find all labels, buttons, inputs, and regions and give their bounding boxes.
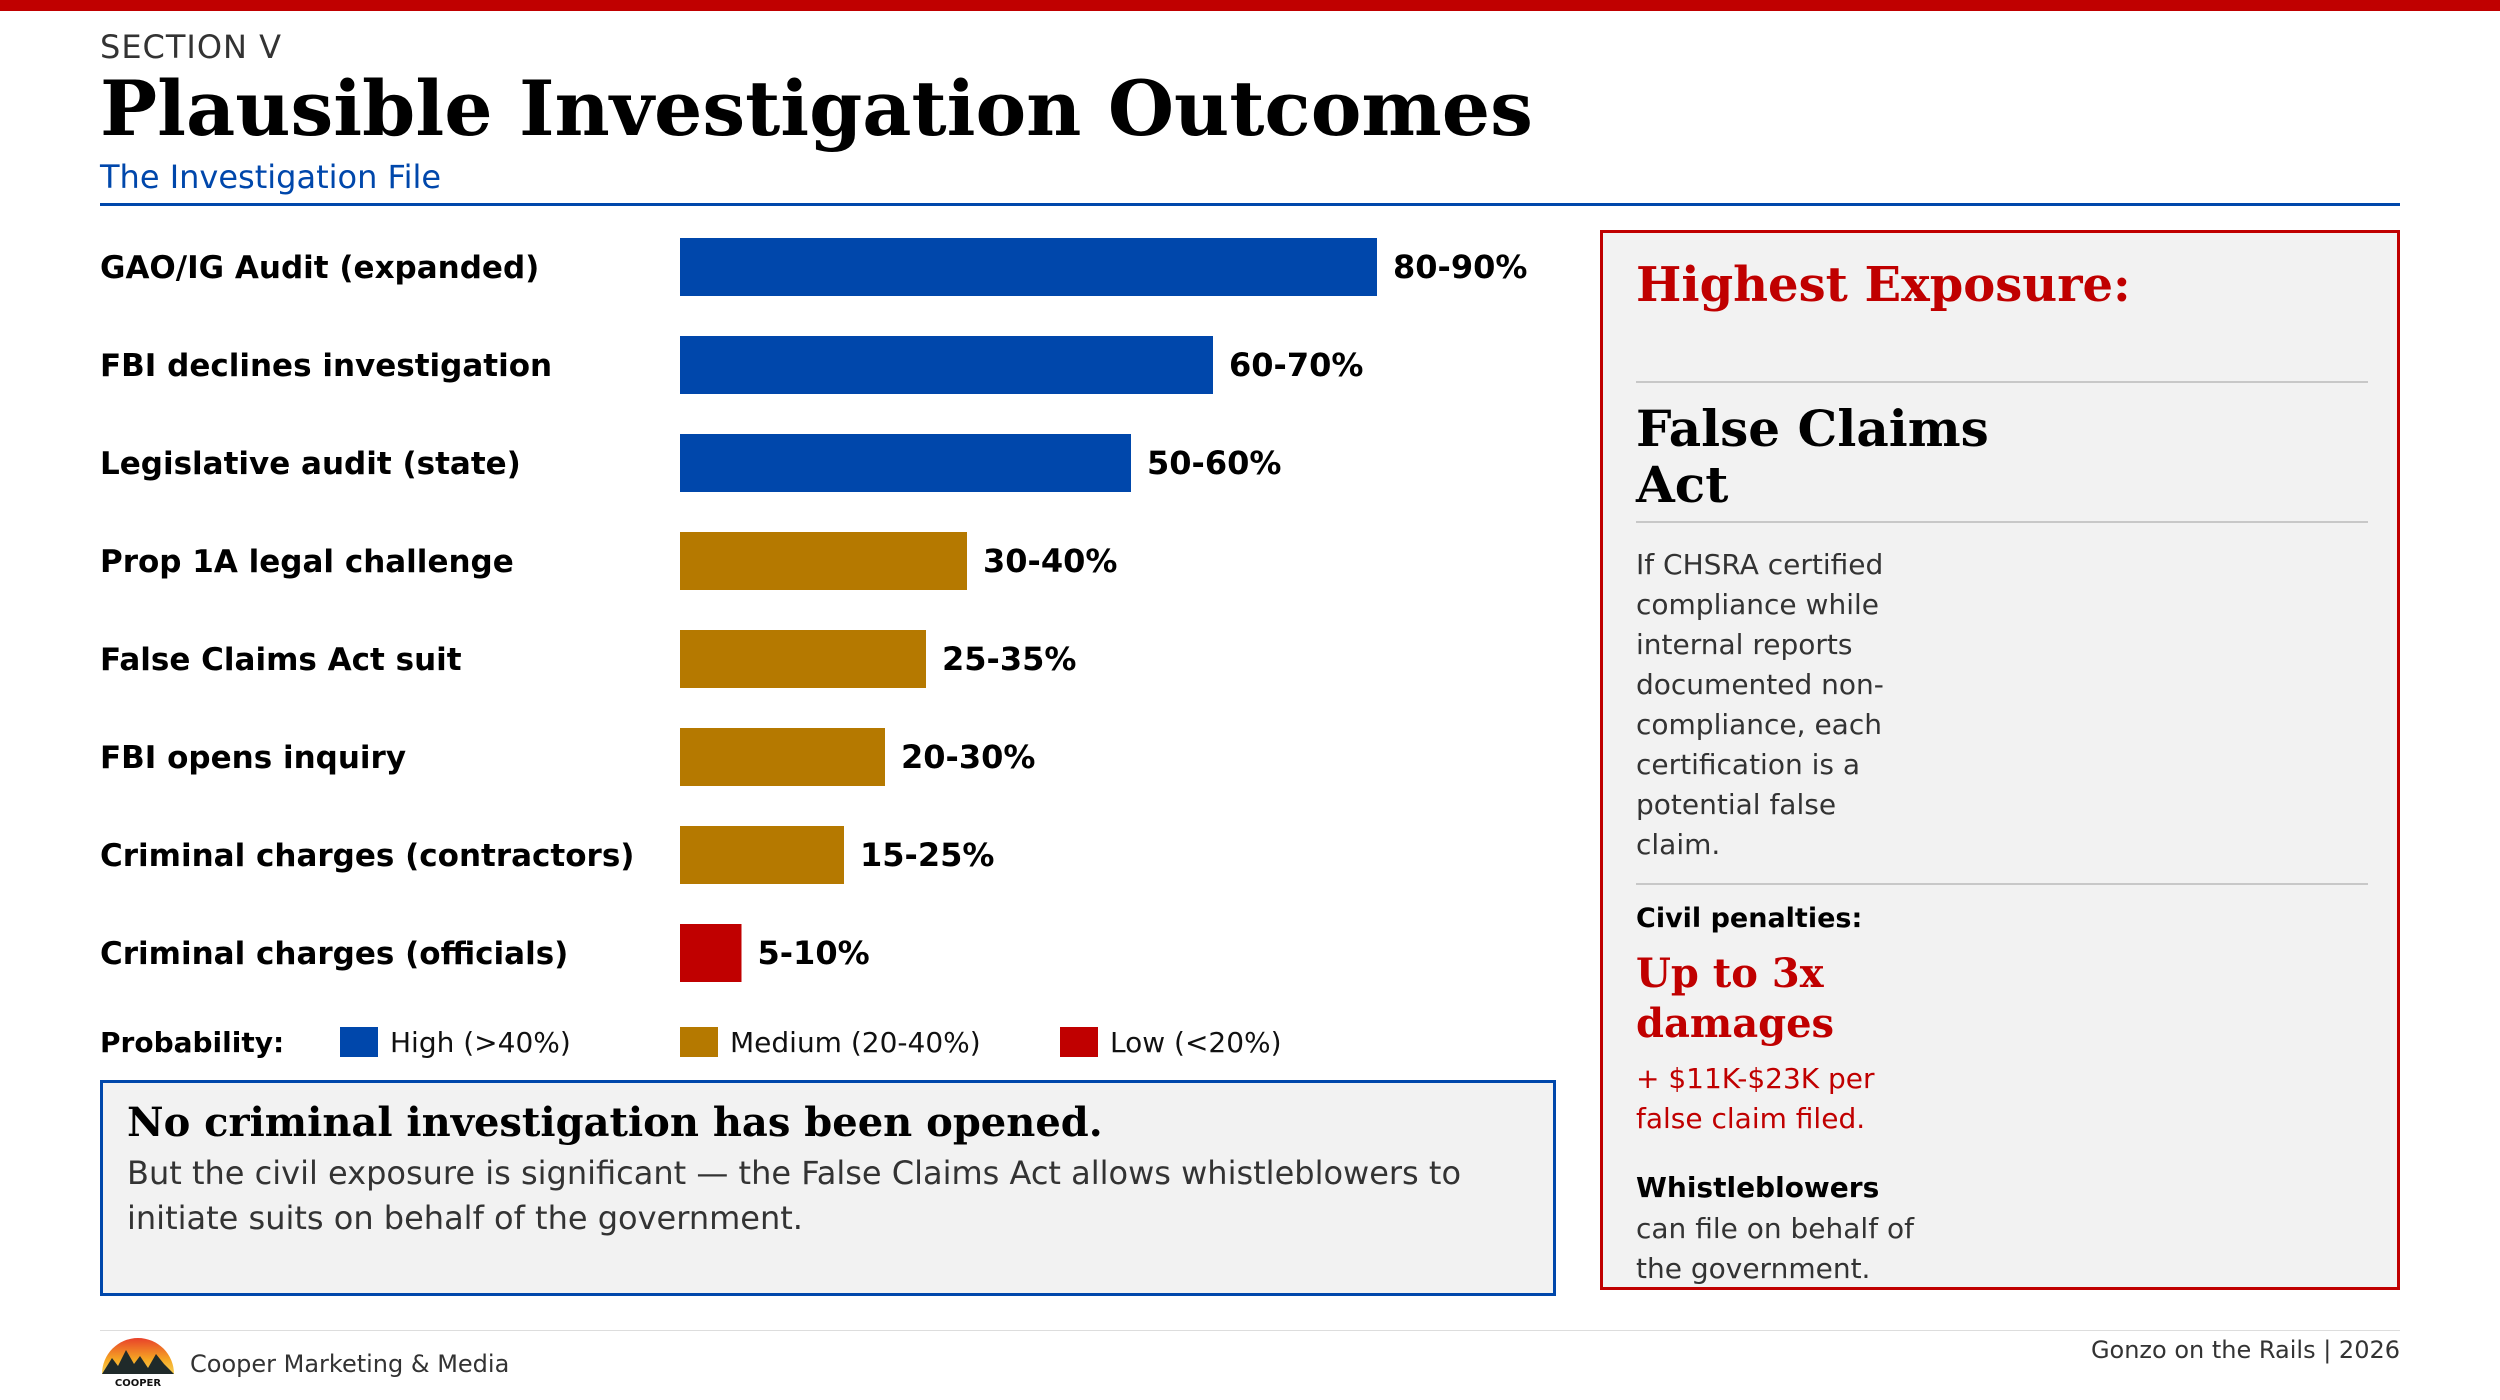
top-accent-bar (0, 0, 2500, 11)
footer-publication: Gonzo on the Rails | 2026 (2090, 1336, 2400, 1364)
footer-company: Cooper Marketing & Media (190, 1350, 510, 1378)
bar-high (680, 434, 1131, 492)
title-divider (100, 203, 2400, 206)
bar-value-label: 50-60% (1147, 444, 1281, 482)
panel-description: If CHSRA certified compliance while inte… (1636, 548, 1884, 861)
legend-item-low: Low (<20%) (1060, 1024, 1282, 1060)
penalties-label: Civil penalties: (1636, 903, 1863, 934)
bar-value-label: 25-35% (942, 640, 1076, 678)
exposure-panel: Highest Exposure: False Claims Act If CH… (1600, 230, 2400, 1290)
panel-heading: Highest Exposure: (1636, 257, 2131, 313)
legend-title: Probability: (100, 1026, 285, 1059)
bar-medium (680, 728, 885, 786)
page-title: Plausible Investigation Outcomes (100, 64, 1533, 153)
bar-medium (680, 532, 967, 590)
bar-low (680, 924, 742, 982)
penalties-value: Up to 3x damages (1636, 950, 1835, 1047)
bar-category-label: FBI opens inquiry (100, 740, 406, 776)
legend-label-high: High (>40%) (390, 1025, 571, 1059)
whistleblowers-label: Whistleblowers (1636, 1171, 1880, 1204)
bar-value-label: 15-25% (860, 836, 994, 874)
bar-category-label: Prop 1A legal challenge (100, 544, 514, 580)
chart-legend: Probability: High (>40%) Medium (20-40%)… (100, 1024, 1560, 1064)
bar-category-label: FBI declines investigation (100, 348, 552, 384)
bar-high (680, 336, 1213, 394)
bar-value-label: 20-30% (901, 738, 1035, 776)
company-logo: COOPER (102, 1338, 174, 1389)
bar-category-label: Criminal charges (contractors) (100, 838, 634, 874)
logo-text: COOPER (115, 1378, 162, 1389)
callout-box: No criminal investigation has been opene… (100, 1080, 1556, 1296)
probability-bar-chart: GAO/IG Audit (expanded) 80-90% FBI decline… (100, 238, 1527, 982)
bar-category-label: GAO/IG Audit (expanded) (100, 250, 539, 286)
legend-item-high: High (>40%) (340, 1024, 571, 1060)
bar-high (680, 238, 1377, 296)
bar-value-label: 30-40% (983, 542, 1117, 580)
bar-category-label: Legislative audit (state) (100, 446, 521, 482)
legend-swatch-high (340, 1027, 378, 1057)
callout-body: But the civil exposure is significant — … (127, 1154, 1462, 1237)
panel-divider (1636, 381, 2368, 383)
bar-medium (680, 630, 926, 688)
bar-value-label: 5-10% (758, 934, 870, 972)
legend-swatch-medium (680, 1027, 718, 1057)
bar-value-label: 60-70% (1229, 346, 1363, 384)
bar-value-label: 80-90% (1393, 248, 1527, 286)
bar-category-label: Criminal charges (officials) (100, 936, 568, 972)
panel-divider (1636, 521, 2368, 523)
panel-divider (1636, 883, 2368, 885)
panel-law-title: False Claims Act (1636, 399, 1989, 514)
bar-category-label: False Claims Act suit (100, 642, 462, 678)
callout-heading: No criminal investigation has been opene… (127, 1099, 1103, 1146)
section-label: SECTION V (100, 28, 283, 66)
page-subtitle: The Investigation File (100, 158, 442, 196)
bar-medium (680, 826, 844, 884)
legend-item-medium: Medium (20-40%) (680, 1024, 981, 1060)
whistleblowers-text: can file on behalf of the government. (1636, 1212, 1914, 1285)
penalties-note: + $11K-$23K per false claim filed. (1636, 1062, 1875, 1135)
legend-swatch-low (1060, 1027, 1098, 1057)
footer-divider (100, 1330, 2400, 1331)
legend-label-medium: Medium (20-40%) (730, 1025, 981, 1059)
legend-label-low: Low (<20%) (1110, 1025, 1282, 1059)
logo-mountains-icon (102, 1350, 174, 1374)
